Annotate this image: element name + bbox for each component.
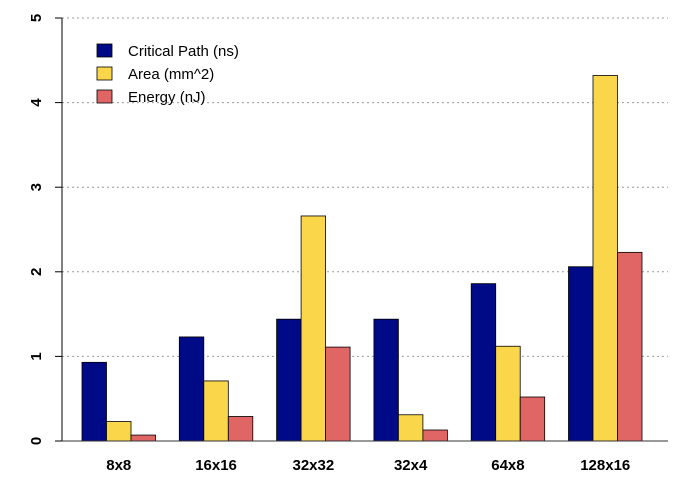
legend-label: Critical Path (ns) xyxy=(128,43,239,60)
bar xyxy=(203,380,229,442)
bar xyxy=(495,345,521,442)
x-tick-label: 32x4 xyxy=(394,457,428,474)
y-tick-label: 3 xyxy=(28,183,45,191)
bar xyxy=(276,318,302,442)
bar xyxy=(617,251,643,442)
y-tick-label: 2 xyxy=(28,268,45,276)
bar xyxy=(227,416,254,442)
legend-label: Energy (nJ) xyxy=(128,89,206,106)
x-tick-label: 64x8 xyxy=(491,457,524,474)
legend-swatch xyxy=(96,43,113,58)
bar xyxy=(592,75,618,442)
x-tick-label: 32x32 xyxy=(292,457,334,474)
x-tick-label: 16x16 xyxy=(195,457,237,474)
x-tick-label: 128x16 xyxy=(580,457,630,474)
x-axis: 8x8 16x16 32x32 32x4 64x8 128x16 xyxy=(62,440,668,474)
y-tick-label: 0 xyxy=(28,437,45,445)
y-tick-label: 5 xyxy=(28,14,45,22)
legend-label: Area (mm^2) xyxy=(128,66,214,83)
bar xyxy=(568,266,594,442)
legend-swatch xyxy=(96,66,113,81)
legend-swatch xyxy=(96,89,113,104)
x-tick-label: 8x8 xyxy=(106,457,131,474)
bar xyxy=(81,361,107,442)
bar xyxy=(325,346,351,442)
y-tick-label: 1 xyxy=(28,352,45,360)
bar xyxy=(300,215,327,442)
bar xyxy=(397,414,424,442)
bar xyxy=(422,429,448,442)
bar xyxy=(106,421,132,442)
bar xyxy=(130,434,156,442)
bars xyxy=(81,75,643,442)
bar xyxy=(519,396,546,442)
y-tick-label: 4 xyxy=(28,98,45,107)
bar xyxy=(470,283,497,442)
y-axis: 0 1 2 3 4 5 xyxy=(28,14,63,445)
bar xyxy=(178,336,205,442)
legend: Critical Path (ns) Area (mm^2) Energy (nJ) xyxy=(96,43,239,106)
bar xyxy=(373,318,399,442)
gridlines xyxy=(62,17,668,357)
